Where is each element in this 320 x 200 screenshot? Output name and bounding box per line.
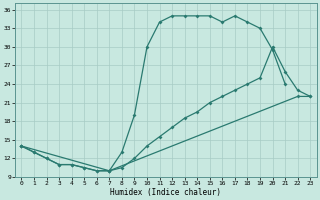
X-axis label: Humidex (Indice chaleur): Humidex (Indice chaleur) bbox=[110, 188, 221, 197]
